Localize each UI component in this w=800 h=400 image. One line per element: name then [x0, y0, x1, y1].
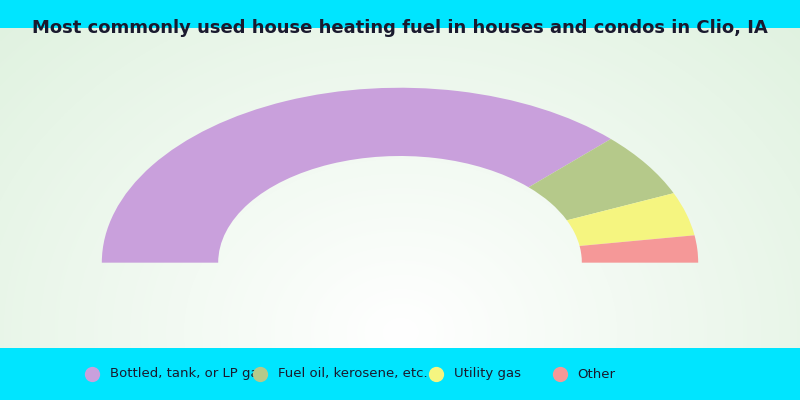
- Wedge shape: [102, 88, 611, 263]
- Text: Bottled, tank, or LP gas: Bottled, tank, or LP gas: [110, 368, 265, 380]
- Wedge shape: [529, 139, 674, 220]
- Wedge shape: [567, 193, 694, 246]
- Wedge shape: [579, 235, 698, 263]
- Text: Fuel oil, kerosene, etc.: Fuel oil, kerosene, etc.: [278, 368, 427, 380]
- Text: Utility gas: Utility gas: [454, 368, 521, 380]
- Text: Other: Other: [578, 368, 616, 380]
- Text: Most commonly used house heating fuel in houses and condos in Clio, IA: Most commonly used house heating fuel in…: [32, 19, 768, 37]
